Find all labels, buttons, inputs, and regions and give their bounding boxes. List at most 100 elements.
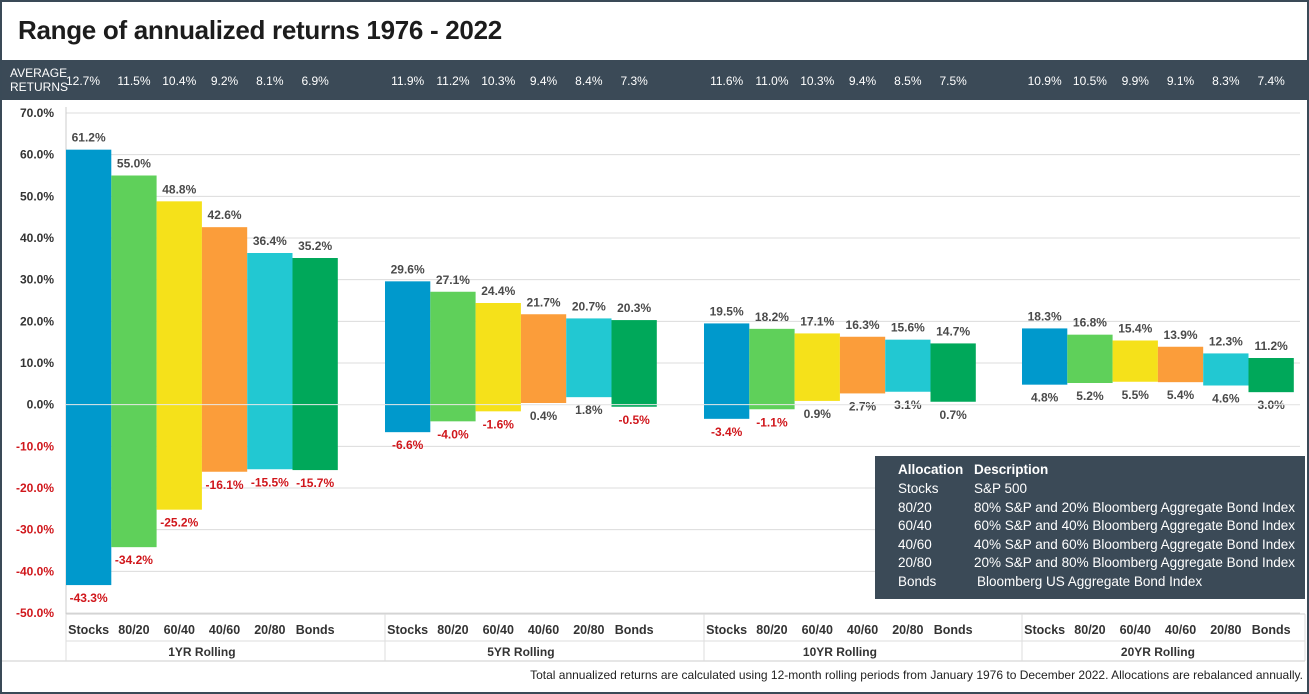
group-label: 10YR Rolling [803,645,877,659]
average-return-value: 10.3% [800,74,835,88]
x-category-label: 80/20 [437,623,468,637]
average-return-value: 10.5% [1072,74,1107,88]
x-category-label: 80/20 [118,623,149,637]
y-tick-label: 20.0% [20,314,54,328]
y-tick-label: -30.0% [16,523,54,537]
x-category-label: Bonds [1252,623,1291,637]
average-returns-bar [2,60,1307,100]
low-data-label: 0.7% [939,408,967,422]
y-tick-label: 10.0% [20,356,54,370]
average-return-value: 7.5% [939,74,967,88]
x-category-label: 20/80 [573,623,604,637]
range-bar [1022,328,1068,385]
y-tick-label: 40.0% [20,231,54,245]
average-label-line2: RETURNS [10,80,69,94]
range-bar [520,314,567,403]
legend-header-allocation: Allocation [898,462,964,477]
high-data-label: 11.2% [1254,339,1288,353]
range-bar [1248,358,1294,393]
x-category-label: 60/40 [1120,623,1151,637]
allocation-legend: Allocation Description Stocks S&P 500 80… [875,456,1305,599]
legend-description: 40% S&P and 60% Bloomberg Aggregate Bond… [974,536,1295,552]
average-return-value: 10.4% [162,74,197,88]
legend-header-description: Description [974,462,1049,477]
high-data-label: 29.6% [391,262,425,276]
legend-description: 60% S&P and 40% Bloomberg Aggregate Bond… [974,518,1295,533]
y-tick-label: 0.0% [27,398,55,412]
low-data-label: -15.5% [251,475,289,489]
average-return-value: 8.5% [894,74,922,88]
legend-description: 80% S&P and 20% Bloomberg Aggregate Bond… [974,499,1295,515]
range-bar [611,320,657,407]
high-data-label: 13.9% [1164,328,1198,342]
legend-row: 40/60 40% S&P and 60% Bloomberg Aggregat… [898,537,1298,555]
range-bar [66,149,112,586]
low-data-label: 0.4% [530,409,558,423]
low-data-label: -34.2% [115,553,153,567]
low-data-label: 4.8% [1031,391,1059,405]
x-category-label: 20/80 [254,623,285,637]
x-category-label: 20/80 [1210,623,1241,637]
x-category-label: 60/40 [164,623,195,637]
y-tick-label: 70.0% [20,106,54,120]
average-return-value: 8.3% [1212,74,1240,88]
range-bar [430,291,476,422]
legend-row: 80/20 80% S&P and 20% Bloomberg Aggregat… [898,500,1298,518]
x-category-label: Stocks [68,623,109,637]
range-bar [156,201,202,510]
average-return-value: 7.3% [620,74,648,88]
average-returns-label: AVERAGE RETURNS [10,66,68,94]
x-category-label: 40/60 [209,623,240,637]
range-bar [385,281,431,433]
legend-description: Bloomberg US Aggregate Bond Index [977,573,1203,589]
range-bar [1203,353,1249,386]
high-data-label: 12.3% [1209,334,1243,348]
low-data-label: 5.5% [1122,388,1150,402]
average-return-value: 12.7% [65,74,101,88]
range-bar [930,343,976,402]
x-category-label: 60/40 [483,623,514,637]
low-data-label: -4.0% [437,427,469,441]
high-data-label: 36.4% [253,234,287,248]
legend-description: 20% S&P and 80% Bloomberg Aggregate Bond… [974,555,1295,570]
y-tick-label: 60.0% [20,148,54,162]
y-tick-label: -40.0% [16,564,54,578]
range-bar [566,318,612,398]
average-return-value: 9.2% [210,74,239,88]
low-data-label: -1.1% [756,415,788,429]
range-bar [247,253,293,470]
range-bar [749,328,795,410]
group-label: 1YR Rolling [168,645,235,659]
average-return-value: 9.4% [529,74,558,88]
high-data-label: 24.4% [481,284,515,298]
low-data-label: -15.7% [296,476,334,490]
high-data-label: 15.6% [891,321,925,335]
high-data-label: 21.7% [527,295,561,309]
legend-description: S&P 500 [974,481,1028,496]
low-data-label: 4.6% [1212,392,1240,406]
legend-allocation: 20/80 [898,555,932,570]
group-label: 20YR Rolling [1121,645,1195,659]
range-bar [794,333,840,401]
low-data-label: -16.1% [206,478,244,492]
y-tick-label: -50.0% [16,606,54,620]
high-data-label: 27.1% [436,273,470,287]
average-return-value: 11.5% [117,74,151,88]
x-category-label: 80/20 [756,623,787,637]
high-data-label: 20.7% [572,299,606,313]
legend-allocation: 80/20 [898,499,932,515]
range-bar [292,258,338,471]
low-data-label: -0.5% [618,413,650,427]
average-return-value: 9.4% [848,74,877,88]
range-bar [885,339,931,392]
low-data-label: 5.2% [1076,389,1104,403]
low-data-label: 2.7% [849,399,877,413]
footnote: Total annualized returns are calculated … [530,668,1303,682]
legend-row: 20/80 20% S&P and 80% Bloomberg Aggregat… [898,555,1298,573]
y-tick-label: -20.0% [16,481,54,495]
legend-allocation: Stocks [898,481,939,496]
average-return-value: 6.9% [301,74,329,88]
high-data-label: 18.2% [755,310,789,324]
